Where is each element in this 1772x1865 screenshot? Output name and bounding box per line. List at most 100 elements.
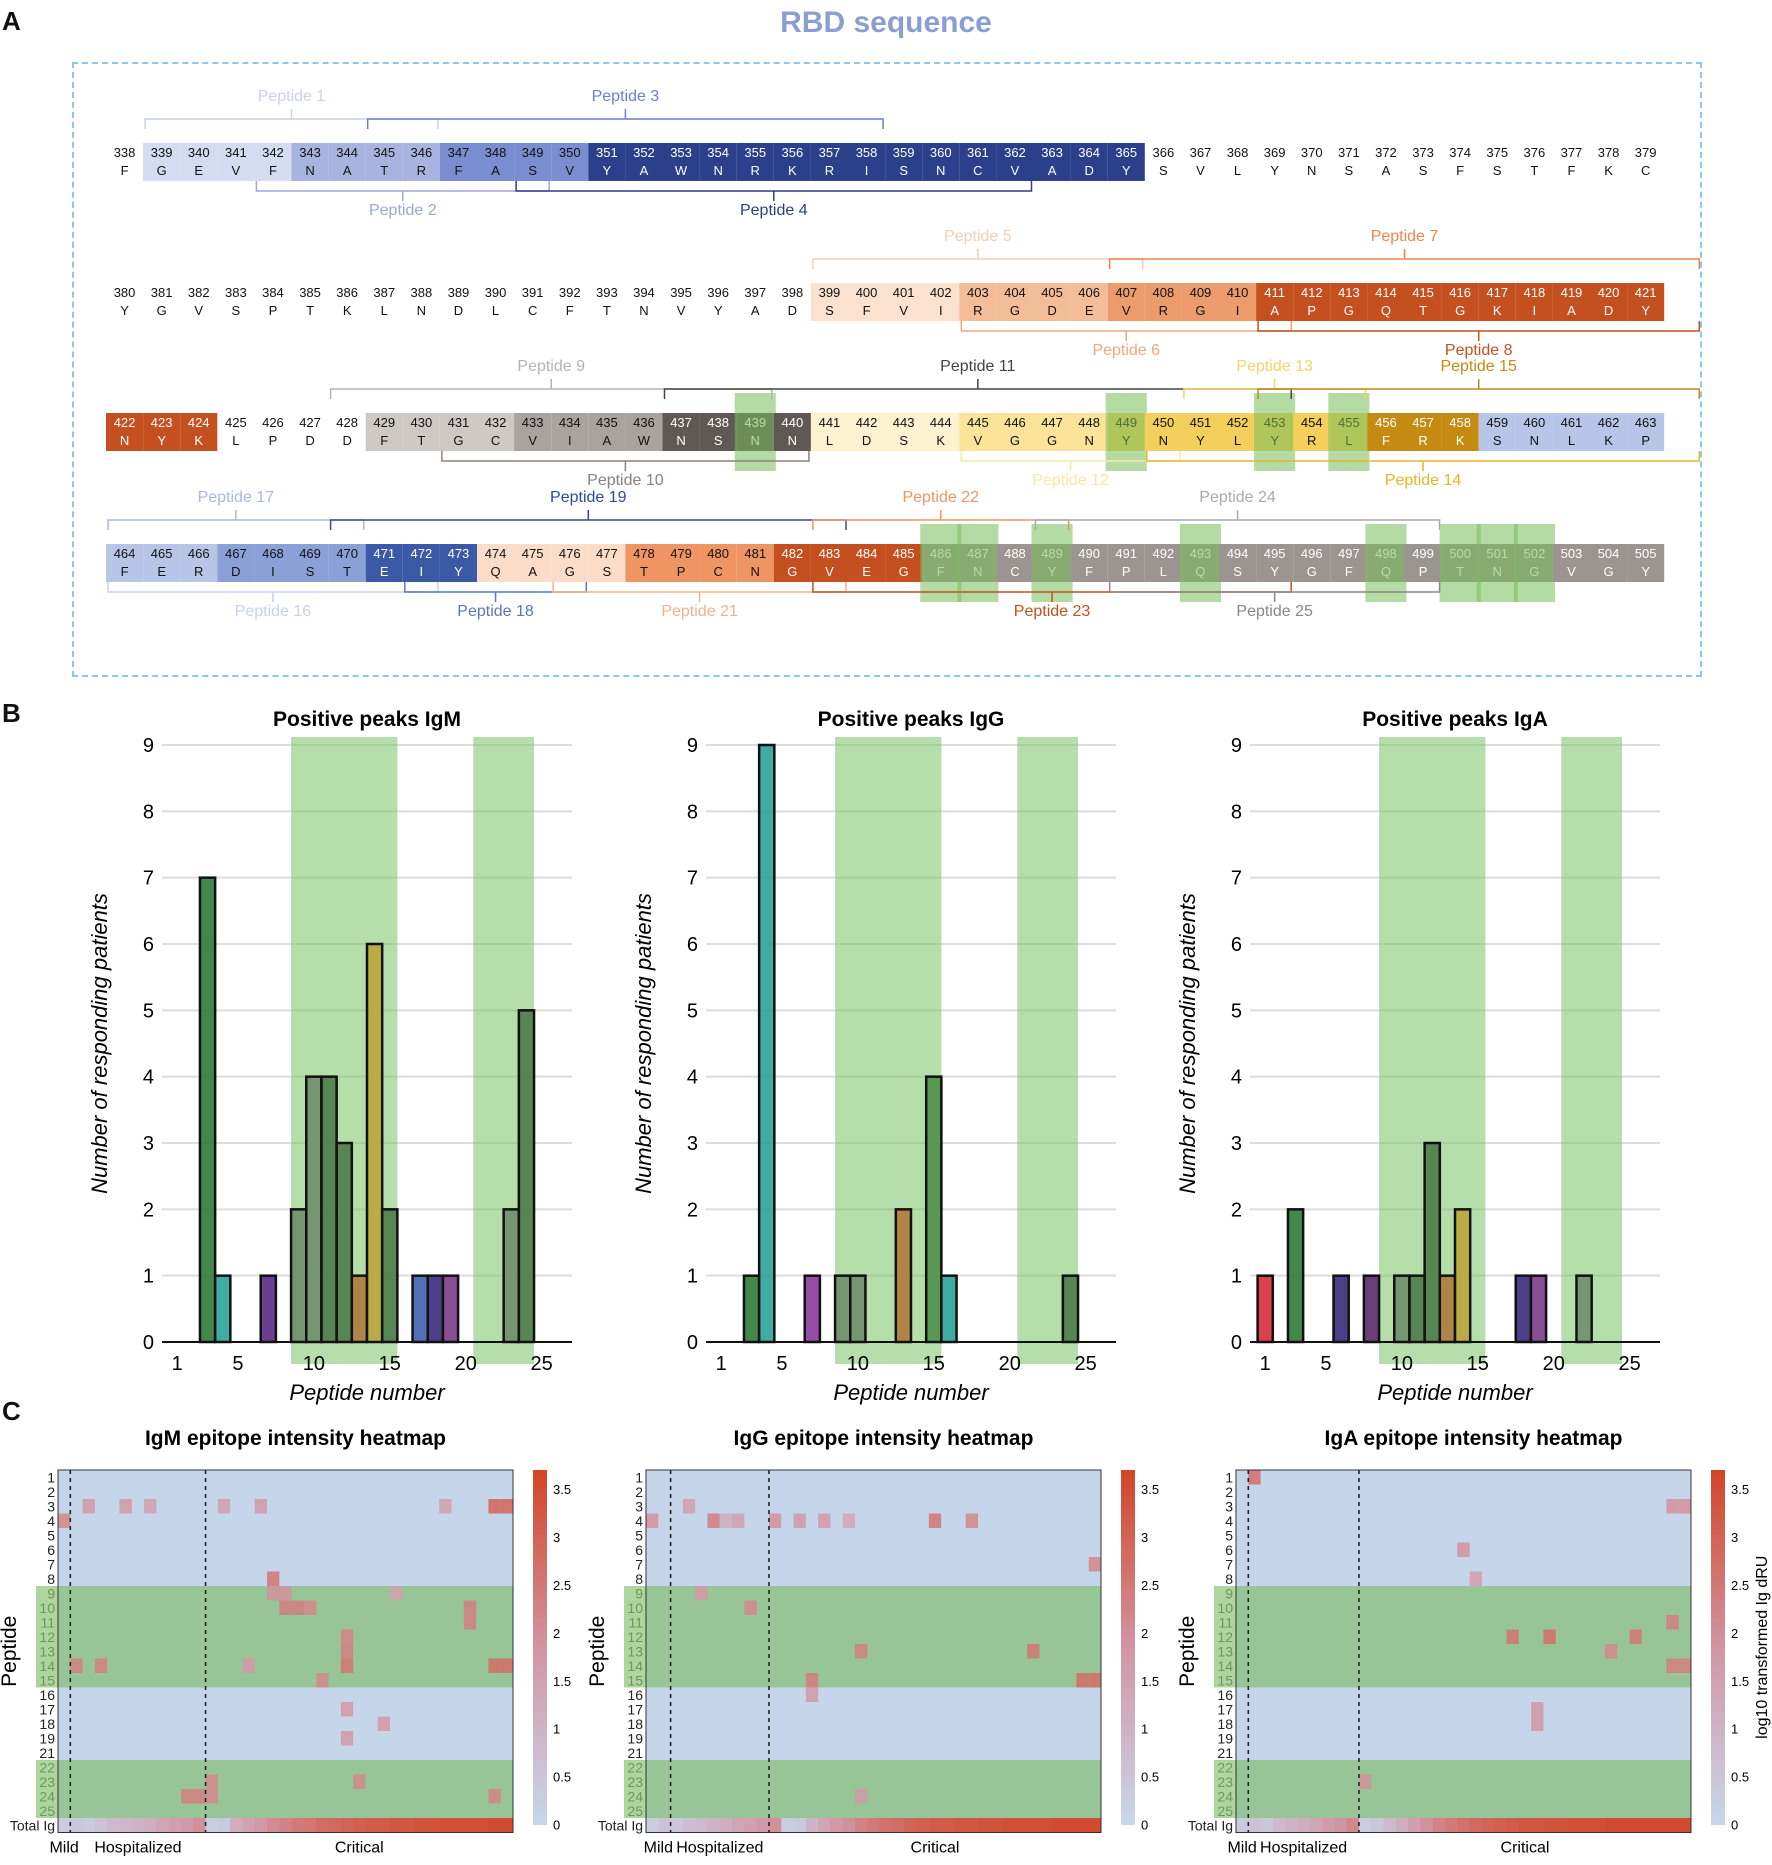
y-tick-label: 2: [687, 1199, 698, 1221]
residue-letter: G: [1010, 433, 1020, 448]
residue-letter: V: [194, 303, 203, 318]
residue-number: 369: [1264, 145, 1286, 160]
x-axis-label: Peptide number: [1377, 1380, 1534, 1405]
y-tick-label: 2: [143, 1199, 154, 1221]
colorbar-segment: [533, 1818, 547, 1826]
residue-number: 411: [1264, 285, 1285, 300]
y-tick-label: 7: [143, 868, 154, 890]
residue-cell: [996, 283, 1034, 321]
residue-cell: [514, 544, 552, 582]
y-tick-label: 3: [1231, 1133, 1242, 1155]
residue-number: 505: [1635, 546, 1657, 561]
heatmap-cell: [1469, 1571, 1482, 1586]
row-label: 19: [39, 1731, 55, 1747]
residue-number: 352: [633, 145, 655, 160]
residue-cell: [773, 544, 811, 582]
colorbar-segment: [1711, 1718, 1725, 1725]
residue-letter: K: [343, 303, 352, 318]
row-label: 3: [1225, 1499, 1233, 1515]
residue-cell: [736, 544, 774, 582]
y-tick-label: 2: [1231, 1199, 1242, 1221]
heatmap-cell: [119, 1499, 132, 1514]
x-tick-label: 15: [923, 1353, 945, 1375]
colorbar-segment: [1711, 1765, 1725, 1772]
colorbar-segment: [1711, 1741, 1725, 1749]
heatmap-cell: [488, 1658, 501, 1673]
total-ig-cell: [303, 1818, 317, 1833]
residue-cell: [365, 413, 403, 451]
y-tick-label: 6: [687, 934, 698, 956]
row-label: 15: [627, 1673, 643, 1689]
total-ig-cell: [156, 1818, 170, 1833]
total-ig-cell: [646, 1818, 659, 1833]
heatmap-cell: [340, 1644, 354, 1659]
x-tick-label: 25: [1619, 1353, 1641, 1375]
chart-title: Positive peaks IgA: [1362, 708, 1548, 731]
residue-letter: Y: [714, 303, 723, 318]
residue-number: 464: [114, 546, 136, 561]
residue-cell: [885, 283, 923, 321]
residue-number: 390: [485, 285, 507, 300]
residue-number: 398: [781, 285, 803, 300]
y-tick-label: 4: [687, 1067, 698, 1089]
residue-number: 365: [1115, 145, 1137, 160]
bar: [426, 1274, 445, 1344]
heatmap: IgA epitope intensity heatmap12345678910…: [1176, 1427, 1771, 1865]
residue-cell: [1181, 413, 1219, 451]
heatmap-cell: [928, 1513, 942, 1528]
peptide-bracket: [1034, 510, 1441, 530]
colorbar-segment: [1121, 1641, 1135, 1648]
colorbar-segment: [533, 1534, 547, 1542]
residue-cell: [1478, 283, 1516, 321]
residue-letter: N: [1084, 433, 1093, 448]
residue-number: 370: [1301, 145, 1323, 160]
residue-number: 476: [559, 546, 581, 561]
total-ig-cell: [168, 1818, 182, 1833]
residue-number: 357: [819, 145, 841, 160]
peptide-bracket: [960, 321, 1292, 341]
colorbar-segment: [1711, 1682, 1725, 1690]
residue-letter: S: [306, 564, 315, 579]
heatmap-cell: [682, 1499, 696, 1514]
residue-cell: [1033, 413, 1071, 451]
peptide-label: Peptide 24: [1199, 489, 1276, 506]
residue-number: 491: [1115, 546, 1137, 561]
residue-number: 458: [1449, 415, 1471, 430]
colorbar-segment: [1121, 1664, 1135, 1672]
residue-cell: [848, 544, 886, 582]
residue-number: 472: [410, 546, 432, 561]
x-axis-label: Peptide number: [833, 1380, 990, 1405]
peptide-label: Peptide 19: [550, 489, 627, 506]
residue-number: 360: [930, 145, 952, 160]
row-label: 17: [1217, 1702, 1233, 1718]
row-label: 15: [1217, 1673, 1233, 1689]
residue-cell: [885, 413, 923, 451]
total-ig-cell: [670, 1818, 684, 1833]
colorbar-segment: [1121, 1529, 1135, 1536]
total-ig-cell: [353, 1818, 366, 1833]
residue-cell: [1404, 413, 1442, 451]
total-ig-cell: [1592, 1818, 1606, 1833]
colorbar-segment: [1711, 1641, 1725, 1648]
x-tick-label: 10: [847, 1353, 869, 1375]
colorbar-segment: [1711, 1505, 1725, 1512]
total-ig-cell: [500, 1818, 514, 1833]
total-ig-cell: [842, 1818, 856, 1833]
residue-letter: N: [713, 163, 722, 178]
residue-cell: [699, 413, 737, 451]
residue-number: 435: [596, 415, 618, 430]
total-ig-cell: [377, 1818, 391, 1833]
colorbar-segment: [1711, 1659, 1725, 1666]
total-ig-cell: [1297, 1818, 1311, 1833]
colorbar-label: log10 transformed Ig dRU: [1754, 1556, 1771, 1739]
residue-number: 378: [1598, 145, 1620, 160]
row-label: 10: [1217, 1600, 1233, 1616]
total-ig-cell: [1629, 1818, 1643, 1833]
colorbar-segment: [1121, 1653, 1135, 1660]
residue-number: 418: [1523, 285, 1545, 300]
epitope-highlight: [1254, 393, 1296, 471]
residue-number: 474: [485, 546, 507, 561]
total-ig-cell: [719, 1818, 733, 1833]
residue-number: 392: [559, 285, 581, 300]
bar: [894, 1208, 913, 1344]
